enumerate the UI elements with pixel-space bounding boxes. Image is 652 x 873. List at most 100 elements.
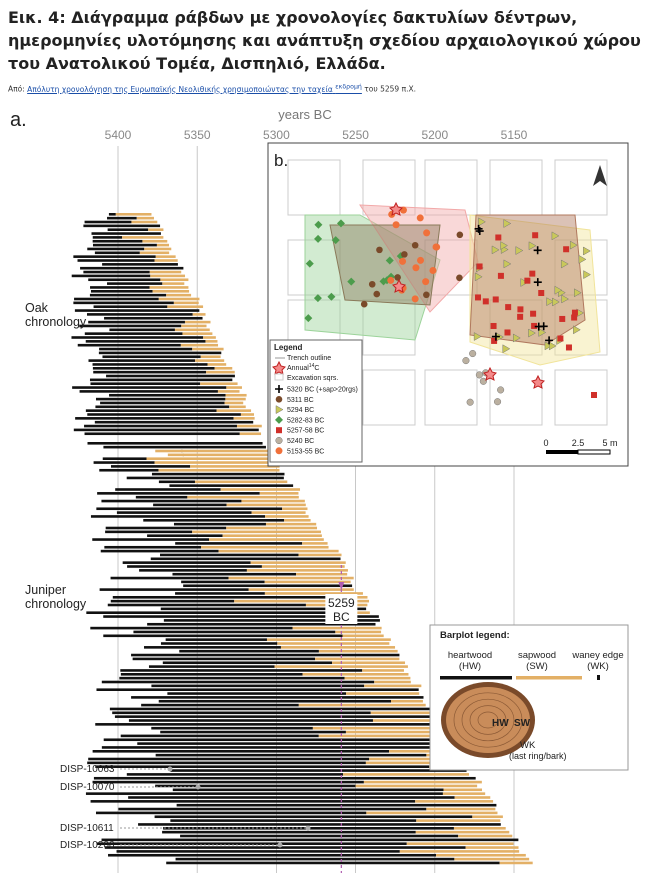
marker (531, 322, 538, 329)
heartwood-bar (138, 823, 501, 826)
marker (569, 240, 578, 250)
excavation-square (489, 369, 543, 426)
source-link[interactable]: Απόλυτη χρονολόγηση της Ευρωπαϊκής Νεολι… (27, 83, 362, 94)
heartwood-bar (72, 386, 227, 389)
sapwood-bar (345, 730, 448, 734)
heartwood-bar (74, 297, 159, 301)
marker (360, 300, 368, 308)
label: 5240 BC (287, 438, 314, 445)
label: sapwood (518, 650, 556, 661)
marker-cross (539, 322, 548, 331)
marker (554, 285, 563, 295)
marker (583, 270, 592, 280)
sapwood-bar (200, 382, 238, 385)
scale-bar (546, 450, 578, 454)
heartwood-bar (77, 343, 181, 347)
heartwood-bar (84, 432, 240, 436)
label: Juniper (25, 583, 66, 597)
excavation-square (554, 369, 608, 426)
sapwood-bar (302, 542, 328, 545)
sapwood-bar (399, 850, 520, 853)
marker (331, 236, 340, 245)
sapwood-bar (144, 247, 172, 251)
marker (497, 386, 505, 394)
heartwood-bar (131, 653, 400, 657)
sapwood-bar (346, 692, 420, 695)
label: SW (514, 718, 531, 729)
area (329, 224, 441, 306)
marker-cross (474, 224, 483, 233)
sample-dot (277, 842, 283, 848)
heartwood-bar (128, 719, 373, 722)
sapwood-bar (241, 499, 305, 503)
marker-cross (533, 278, 542, 287)
marker (368, 280, 376, 288)
label: 5294 BC (287, 407, 314, 414)
label: 5311 BC (287, 397, 314, 404)
sapwood-bar (122, 236, 164, 239)
marker (462, 357, 470, 365)
heartwood-bar (90, 515, 266, 518)
sapwood-bar (226, 526, 318, 530)
heartwood-bar (95, 405, 230, 409)
heartwood-bar (92, 538, 210, 541)
heartwood-bar (132, 657, 316, 661)
legend-box (269, 339, 363, 463)
marker (327, 292, 336, 301)
heartwood-bar (103, 445, 266, 449)
heartwood-bar (100, 401, 225, 405)
marker (385, 256, 394, 265)
heartwood-bar (99, 588, 249, 591)
marker (313, 294, 322, 303)
north-arrow (593, 165, 607, 186)
marker (401, 251, 408, 258)
label: chronology (25, 315, 87, 329)
sapwood-bar (200, 355, 221, 359)
marker (469, 350, 477, 358)
marker (559, 315, 566, 322)
heartwood-bar (155, 753, 427, 757)
heartwood-bar (163, 619, 380, 622)
label: Annual14C (287, 363, 319, 372)
excavation-square (362, 369, 416, 426)
marker-star (392, 278, 406, 293)
marker (532, 232, 539, 239)
marker (504, 329, 511, 336)
sapwood-bar (390, 699, 423, 703)
label: (last ring/bark) (509, 751, 567, 761)
sapwood-bar (312, 726, 444, 730)
heartwood-bar (85, 409, 217, 412)
marker (476, 263, 483, 270)
label: waney edge (571, 650, 623, 661)
sapwood-bar (366, 811, 498, 815)
heartwood-bar (154, 815, 473, 819)
marker (591, 392, 597, 398)
heartwood-bar (92, 236, 123, 239)
heartwood-bar (88, 757, 370, 761)
sapwood-bar (259, 492, 299, 495)
sapwood-bar (152, 290, 190, 293)
heartwood-bar (120, 734, 319, 738)
marker (557, 335, 564, 342)
label: 5320 BC (+sap>20rgs) (287, 387, 358, 394)
heartwood-bar (84, 220, 132, 224)
heartwood-bar (147, 622, 376, 626)
sapwood-bar (226, 503, 306, 507)
heartwood-bar (175, 542, 303, 545)
label: DISP-10206 (60, 840, 115, 851)
heartwood-bar (179, 649, 319, 653)
heartwood-bar (112, 711, 371, 715)
sapwood-bar (174, 328, 210, 332)
sapwood-bar (343, 773, 470, 776)
marker (503, 259, 512, 269)
scale-bar (577, 449, 611, 455)
marker-star (389, 201, 403, 216)
marker (513, 333, 521, 343)
heartwood-bar (95, 811, 367, 815)
sapwood-bar (442, 792, 486, 795)
sapwood-bar (280, 646, 396, 649)
ring (469, 705, 507, 735)
heartwood-bar (112, 596, 341, 599)
heartwood-bar (131, 696, 424, 699)
squares-swatch (274, 373, 284, 381)
